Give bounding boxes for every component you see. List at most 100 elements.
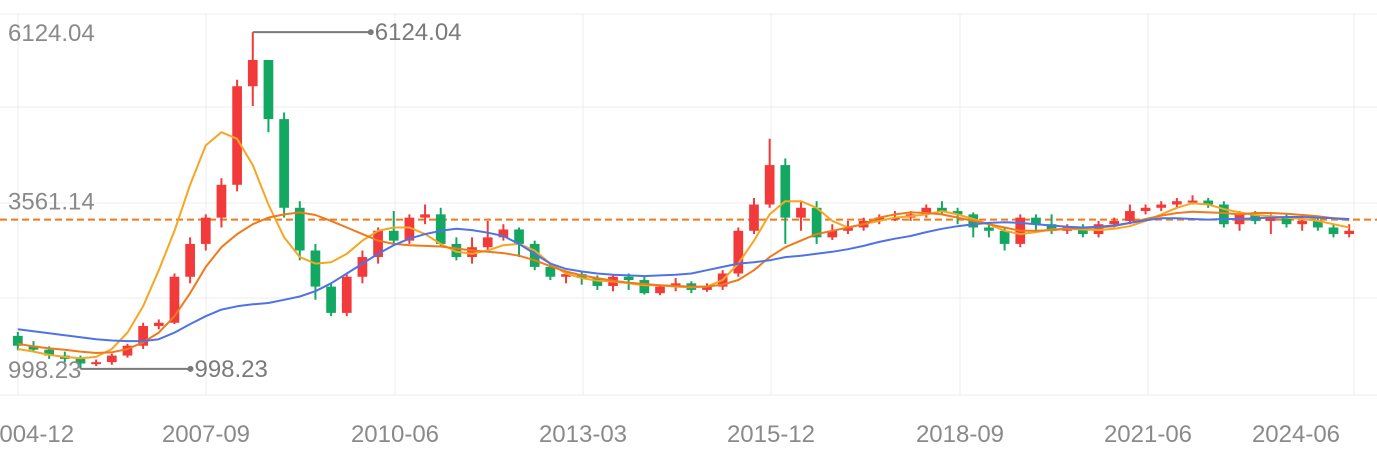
- candle-body: [561, 274, 571, 277]
- candle-body: [811, 207, 822, 238]
- candle: [921, 204, 932, 218]
- candle: [185, 237, 195, 284]
- x-tick-label: 2024-06: [1252, 421, 1340, 448]
- candle-body: [1187, 200, 1198, 203]
- candle-body: [357, 257, 368, 277]
- candle-body: [592, 278, 603, 286]
- candle-body: [623, 276, 634, 281]
- candle: [482, 220, 493, 251]
- candle: [827, 224, 838, 240]
- candle-body: [780, 165, 791, 218]
- candle: [1328, 224, 1339, 238]
- y-axis-ticks: 6124.04 3561.14 998.23: [8, 20, 95, 384]
- candle: [796, 201, 806, 231]
- candle: [733, 227, 744, 277]
- grid-lines: [0, 13, 1377, 396]
- candle-body: [247, 59, 258, 87]
- candle: [1203, 197, 1214, 208]
- candle-body: [764, 165, 775, 205]
- candle-body: [749, 204, 759, 231]
- annotation-label: 998.23: [194, 356, 267, 383]
- candle-body: [1125, 211, 1135, 221]
- candle: [529, 240, 540, 271]
- candle: [1156, 201, 1167, 212]
- candle: [1219, 201, 1229, 228]
- candle-body: [1328, 227, 1339, 235]
- min-annotation: 998.23: [80, 356, 268, 383]
- candle-body: [1031, 217, 1041, 225]
- candle-body: [263, 59, 274, 120]
- candle: [232, 79, 242, 192]
- candle-body: [1203, 200, 1214, 205]
- candle: [326, 283, 336, 317]
- y-tick-label: 3561.14: [8, 188, 95, 215]
- candle-body: [404, 217, 415, 241]
- candle: [122, 343, 133, 358]
- candle-body: [827, 230, 838, 238]
- candle-body: [216, 184, 227, 218]
- candle-body: [326, 286, 336, 313]
- candle-body: [1046, 224, 1057, 231]
- candle-body: [12, 335, 23, 346]
- candle-body: [1109, 220, 1120, 225]
- x-tick-label: 2004-12: [0, 421, 74, 448]
- candle-body: [529, 243, 540, 267]
- candle: [1172, 197, 1182, 208]
- candle: [106, 353, 117, 365]
- candle-body: [498, 229, 509, 238]
- candle: [655, 284, 665, 296]
- candle: [12, 331, 23, 351]
- candle: [890, 211, 900, 221]
- candle-body: [451, 243, 462, 258]
- candle: [200, 214, 211, 251]
- candle: [764, 138, 775, 208]
- candle: [420, 204, 430, 225]
- candle: [263, 59, 274, 133]
- candle: [91, 359, 102, 367]
- candle: [373, 227, 383, 264]
- candle-body: [122, 345, 133, 356]
- candle-body: [999, 230, 1010, 244]
- candle-body: [200, 217, 211, 244]
- candle: [514, 227, 524, 258]
- candle-body: [294, 207, 305, 251]
- candle-body: [91, 362, 102, 365]
- x-tick-label: 2018-09: [916, 421, 1004, 448]
- candle-body: [545, 266, 556, 277]
- candle: [357, 250, 368, 284]
- y-tick-label: 998.23: [8, 357, 81, 384]
- candle: [1312, 217, 1323, 231]
- candle-body: [1281, 217, 1292, 225]
- candle-body: [435, 214, 446, 244]
- candle-body: [1265, 217, 1276, 221]
- candle-body: [44, 349, 55, 356]
- candle-body: [952, 211, 963, 215]
- candle-body: [796, 207, 806, 218]
- candle-body: [1312, 220, 1323, 228]
- candle-body: [75, 358, 86, 364]
- candle-body: [341, 276, 352, 313]
- candle-body: [1140, 207, 1151, 212]
- candle: [1140, 204, 1151, 215]
- candle: [749, 197, 759, 235]
- x-tick-label: 2015-12: [727, 421, 815, 448]
- candle-body: [169, 276, 180, 323]
- candle-body: [1344, 230, 1355, 235]
- candle: [1344, 224, 1355, 238]
- candle-body: [467, 247, 477, 258]
- candle-body: [373, 230, 383, 258]
- candle: [138, 322, 148, 350]
- candles-group: [12, 32, 1355, 369]
- candle-body: [733, 230, 744, 274]
- candle: [247, 32, 258, 106]
- candle-body: [482, 237, 493, 248]
- candle: [952, 207, 963, 225]
- candle-body: [420, 214, 430, 218]
- candle-body: [232, 86, 242, 185]
- candle: [216, 178, 227, 228]
- candle-body: [921, 207, 932, 215]
- candle-body: [655, 286, 665, 294]
- moving-average-line-1: [17, 131, 1350, 360]
- candle-body: [279, 119, 289, 208]
